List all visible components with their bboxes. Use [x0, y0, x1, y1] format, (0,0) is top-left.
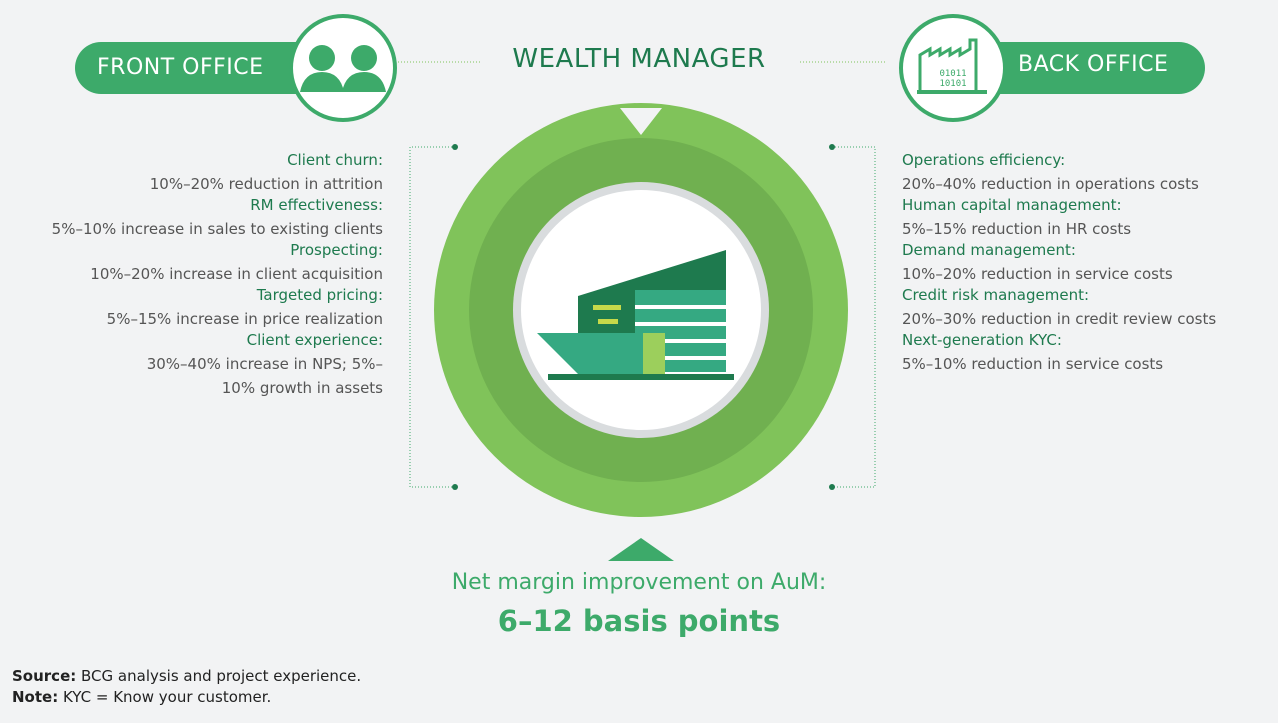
source-text: BCG analysis and project experience. [81, 667, 362, 685]
source-label: Source: [12, 667, 77, 685]
benefit-detail: 10%–20% reduction in service costs [902, 265, 1173, 283]
benefit-title: Demand management: [902, 241, 1076, 259]
note: Note: KYC = Know your customer. [12, 688, 271, 706]
dot [452, 144, 458, 150]
note-label: Note: [12, 688, 59, 706]
up-arrow [608, 538, 674, 561]
benefit-detail: 5%–15% reduction in HR costs [902, 220, 1132, 238]
benefit-detail: 5%–10% reduction in service costs [902, 355, 1164, 373]
benefit-item: Demand management: 10%–20% reduction in s… [902, 238, 1278, 286]
benefit-title: RM effectiveness: [250, 196, 383, 214]
note-text: KYC = Know your customer. [62, 688, 272, 706]
title: WEALTH MANAGER [512, 44, 766, 74]
svg-text:10101: 10101 [939, 79, 966, 89]
front-label: FRONT OFFICE [97, 55, 264, 80]
benefit-item: Human capital management: 5%–15% reductio… [902, 193, 1278, 241]
benefit-item: Client experience: 30%–40% increase in NP… [3, 328, 383, 400]
benefit-item: Client churn: 10%–20% reduction in attrit… [3, 148, 383, 196]
people-icon [300, 45, 386, 92]
front-pill [75, 42, 335, 94]
pointer [620, 108, 662, 135]
result-value: 6–12 basis points [497, 604, 781, 638]
benefit-detail: 10%–20% increase in client acquisition [90, 265, 383, 283]
benefit-title: Targeted pricing: [256, 286, 383, 304]
svg-text:01011: 01011 [939, 69, 966, 79]
benefit-item: Prospecting: 10%–20% increase in client a… [3, 238, 383, 286]
benefit-item: Credit risk management: 20%–30% reduction… [902, 283, 1278, 331]
benefit-title: Credit risk management: [902, 286, 1090, 304]
source: Source: BCG analysis and project experie… [12, 667, 361, 685]
benefit-item: Operations efficiency: 20%–40% reduction … [902, 148, 1278, 196]
benefit-item: RM effectiveness: 5%–10% increase in sale… [3, 193, 383, 241]
benefit-detail: 20%–40% reduction in operations costs [902, 175, 1199, 193]
benefit-title: Client experience: [246, 331, 383, 349]
benefit-item: Targeted pricing: 5%–15% increase in pric… [3, 283, 383, 331]
benefit-detail: 5%–10% increase in sales to existing cli… [51, 220, 383, 238]
benefit-detail: 10%–20% reduction in attrition [149, 175, 383, 193]
benefit-detail: 20%–30% reduction in credit review costs [902, 310, 1217, 328]
benefit-title: Operations efficiency: [902, 151, 1066, 169]
benefit-title: Human capital management: [902, 196, 1122, 214]
back-label: BACK OFFICE [1018, 52, 1169, 77]
benefit-item: Next-generation KYC: 5%–10% reduction in … [902, 328, 1278, 376]
dot [829, 484, 835, 490]
benefit-detail: 5%–15% increase in price realization [106, 310, 383, 328]
dot [452, 484, 458, 490]
bracket-right [832, 146, 876, 488]
front-icon [289, 14, 397, 122]
benefit-detail: 30%–40% increase in NPS; 5%–10% growth i… [146, 355, 383, 397]
benefit-title: Client churn: [287, 151, 383, 169]
factory-icon: 01011 10101 [917, 38, 987, 94]
back-pill [945, 42, 1205, 94]
benefit-title: Next-generation KYC: [902, 331, 1062, 349]
building-icon [537, 250, 734, 380]
dot [829, 144, 835, 150]
result-label: Net margin improvement on AuM: [451, 570, 827, 595]
benefit-title: Prospecting: [290, 241, 383, 259]
